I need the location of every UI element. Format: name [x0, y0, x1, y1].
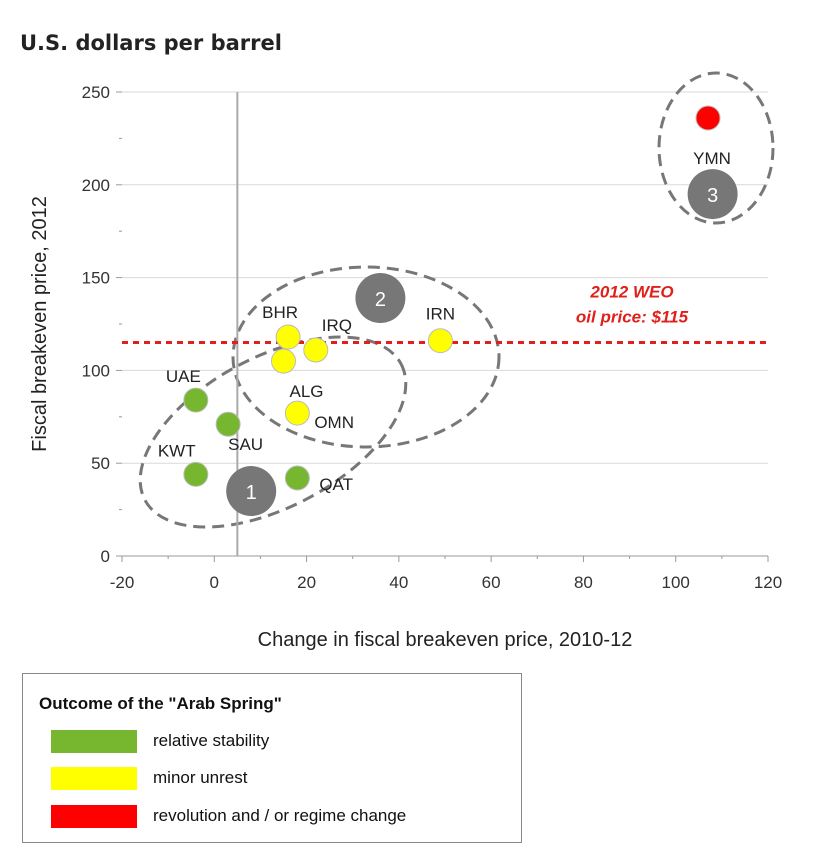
point-label: UAE [166, 367, 201, 386]
point-label: SAU [228, 435, 263, 454]
legend-label: relative stability [153, 731, 270, 750]
point-marker [284, 400, 310, 426]
point-marker [215, 411, 241, 437]
legend: Outcome of the "Arab Spring" relative st… [22, 673, 522, 843]
y-tick-label: 250 [82, 83, 110, 102]
x-tick-label: -20 [110, 573, 135, 592]
point-marker [271, 348, 296, 374]
legend-swatch-red [51, 805, 137, 828]
point-qat: QAT [284, 465, 353, 494]
axes [116, 91, 769, 562]
cluster-circle [226, 466, 277, 517]
point-label: OMN [314, 413, 354, 432]
cluster-1-marker: 1 [226, 466, 277, 517]
point-bhr: BHR [262, 303, 301, 350]
point-label: ALG [290, 382, 324, 401]
point-omn: OMN [284, 400, 354, 432]
legend-swatch-green [51, 730, 137, 753]
chart-title: U.S. dollars per barrel [20, 31, 282, 55]
cluster-markers: 1 2 3 [226, 169, 738, 517]
x-tick-label: 20 [297, 573, 316, 592]
point-marker [303, 337, 329, 363]
cluster-1-ellipse [138, 335, 408, 529]
x-tick-label: 100 [662, 573, 690, 592]
legend-title: Outcome of the "Arab Spring" [39, 694, 282, 713]
x-axis-title: Change in fiscal breakeven price, 2010-1… [258, 629, 633, 651]
point-alg: ALG [271, 348, 324, 401]
cluster-circle [687, 169, 738, 220]
cluster-2-ellipse [231, 265, 501, 449]
y-axis-title: Fiscal breakeven price, 2012 [29, 196, 51, 452]
legend-label: revolution and / or regime change [153, 806, 407, 825]
weo-label-line1: 2012 WEO [589, 283, 673, 302]
x-tick-label: 40 [389, 573, 408, 592]
y-tick-label: 200 [82, 176, 110, 195]
point-label: BHR [262, 303, 298, 322]
point-label: YMN [693, 149, 731, 168]
point-marker [695, 105, 721, 131]
cluster-2-marker: 2 [355, 273, 406, 324]
point-marker [183, 387, 209, 413]
data-points: UAE SAU KWT QAT BHR IRQ ALG OMN IRN YMN [158, 105, 731, 494]
point-marker [275, 324, 301, 350]
x-tick-label: 60 [482, 573, 501, 592]
y-tick-label: 150 [82, 269, 110, 288]
y-tick-label: 100 [82, 361, 110, 380]
point-label: IRQ [322, 316, 352, 335]
point-kwt: KWT [158, 441, 209, 487]
scatter-chart: U.S. dollars per barrel 050100150200250-… [20, 31, 783, 651]
point-marker [427, 328, 453, 354]
point-sau: SAU [215, 411, 263, 454]
cluster-3-marker: 3 [687, 169, 738, 220]
point-label: IRN [426, 305, 455, 324]
point-marker [183, 461, 209, 487]
weo-label-line2: oil price: $115 [576, 308, 689, 327]
point-irn: IRN [426, 305, 455, 354]
point-uae: UAE [166, 367, 209, 413]
cluster-number: 2 [375, 289, 386, 311]
x-tick-label: 80 [574, 573, 593, 592]
x-tick-label: 0 [210, 573, 219, 592]
x-tick-label: 120 [754, 573, 782, 592]
cluster-number: 3 [707, 185, 718, 207]
cluster-number: 1 [246, 482, 257, 504]
point-marker [284, 465, 310, 491]
legend-swatch-yellow [51, 767, 137, 790]
point-irq: IRQ [303, 316, 352, 363]
cluster-ellipses [138, 71, 775, 529]
gridlines [122, 91, 768, 464]
point-ymn: YMN [693, 105, 731, 168]
cluster-circle [355, 273, 406, 324]
y-tick-label: 50 [91, 454, 110, 473]
y-tick-label: 0 [101, 547, 110, 566]
legend-label: minor unrest [153, 768, 248, 787]
cluster-3-ellipse [657, 71, 775, 225]
point-label: KWT [158, 441, 196, 460]
point-label: QAT [319, 475, 353, 494]
